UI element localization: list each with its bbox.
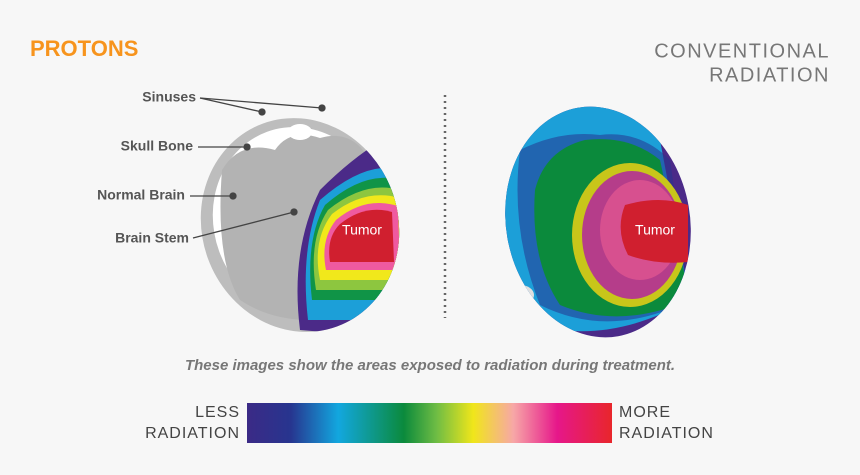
right-title: RADIATION (709, 64, 830, 86)
legend-low: LESS (195, 404, 240, 421)
proton-scan (180, 100, 420, 350)
left-title: PROTONS (30, 36, 138, 61)
anatomy-label: Brain Stem (115, 230, 189, 246)
anatomy-label: Normal Brain (97, 187, 185, 203)
tumor-label: Tumor (342, 222, 382, 238)
conventional-scan (490, 95, 709, 353)
anatomy-label: Skull Bone (121, 138, 194, 154)
tumor-label: Tumor (635, 222, 675, 238)
anatomy-label: Sinuses (142, 89, 196, 105)
legend-high: MORE (619, 404, 671, 421)
legend-high: RADIATION (619, 425, 714, 442)
caption: These images show the areas exposed to r… (185, 357, 675, 374)
leader-lines (190, 97, 326, 239)
color-scale (247, 403, 612, 443)
right-title: CONVENTIONAL (654, 40, 830, 62)
legend-low: RADIATION (145, 425, 240, 442)
